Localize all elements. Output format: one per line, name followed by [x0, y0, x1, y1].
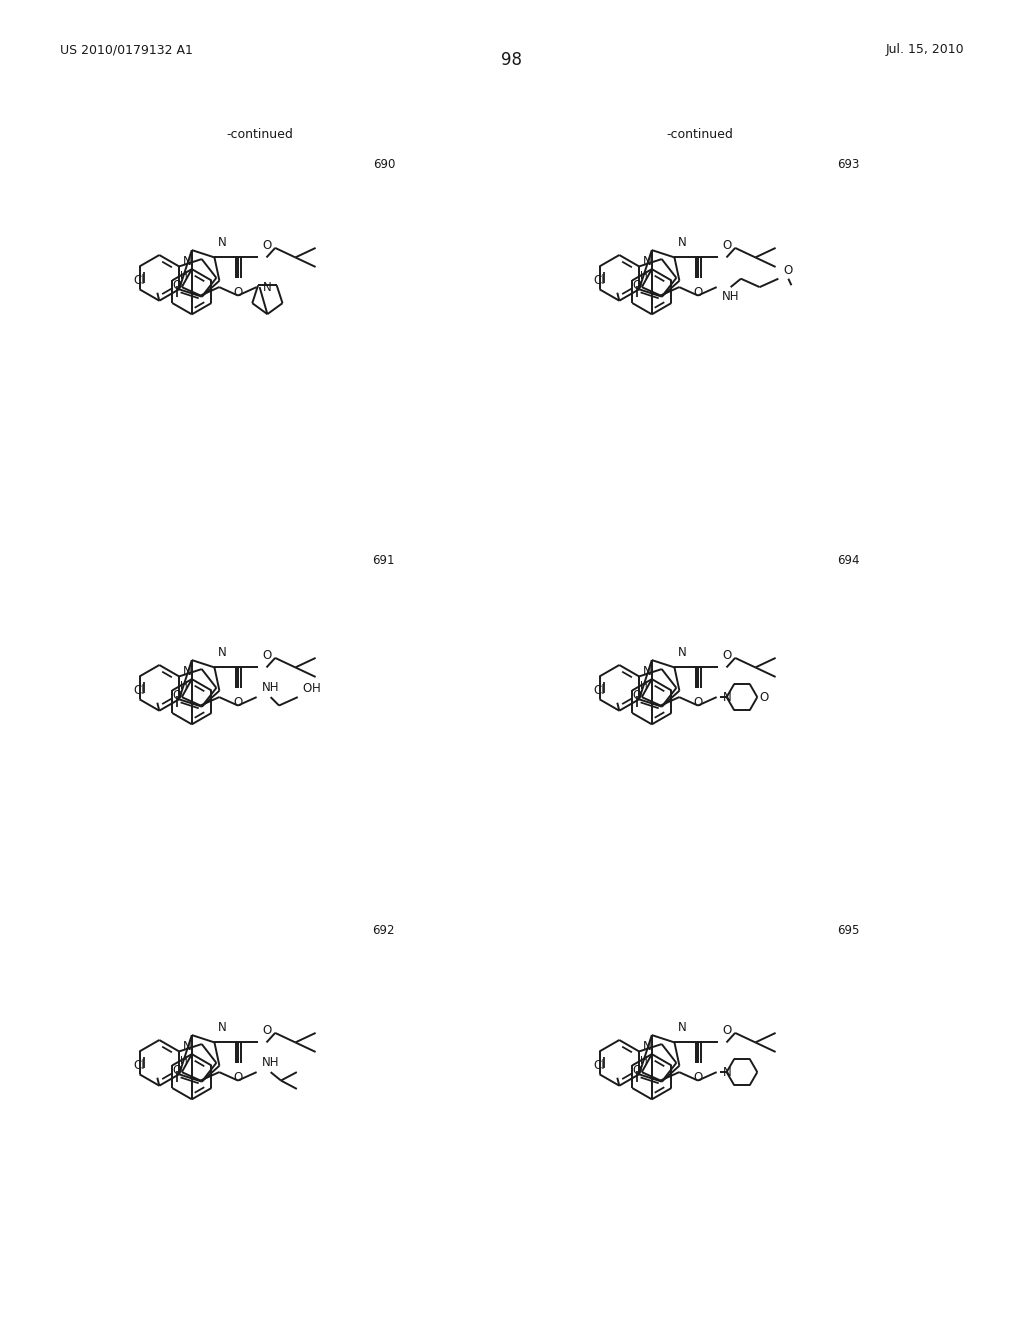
Text: H: H [640, 1056, 647, 1067]
Text: 691: 691 [373, 553, 395, 566]
Text: O: O [633, 1064, 642, 1077]
Text: O: O [693, 696, 702, 709]
Text: O: O [262, 1024, 271, 1038]
Text: O: O [693, 285, 702, 298]
Text: N: N [217, 647, 226, 660]
Text: O: O [783, 264, 793, 277]
Text: NH: NH [261, 681, 280, 694]
Text: N: N [723, 1065, 731, 1078]
Text: Cl: Cl [134, 273, 145, 286]
Text: Cl: Cl [594, 1059, 605, 1072]
Text: N: N [262, 281, 271, 293]
Text: N: N [723, 690, 731, 704]
Text: H: H [180, 681, 187, 692]
Text: N: N [217, 1022, 226, 1035]
Text: O: O [723, 239, 732, 252]
Text: N: N [678, 647, 686, 660]
Text: O: O [723, 1024, 732, 1038]
Text: H: H [180, 271, 187, 281]
Text: US 2010/0179132 A1: US 2010/0179132 A1 [60, 44, 193, 57]
Text: N: N [217, 236, 226, 249]
Text: O: O [233, 285, 243, 298]
Text: 692: 692 [373, 924, 395, 936]
Text: H: H [640, 271, 647, 281]
Text: 694: 694 [838, 553, 860, 566]
Text: O: O [233, 1071, 243, 1084]
Text: 693: 693 [838, 158, 860, 172]
Text: O: O [262, 239, 271, 252]
Text: Cl: Cl [594, 273, 605, 286]
Text: H: H [311, 682, 321, 696]
Text: NH: NH [261, 1056, 280, 1069]
Text: O: O [723, 649, 732, 663]
Text: 695: 695 [838, 924, 860, 936]
Text: Cl: Cl [134, 1059, 145, 1072]
Text: O: O [262, 649, 271, 663]
Text: NH: NH [722, 290, 739, 304]
Text: N: N [183, 664, 191, 677]
Text: N: N [183, 1040, 191, 1052]
Text: N: N [643, 1040, 651, 1052]
Text: O: O [759, 690, 769, 704]
Text: O: O [303, 682, 312, 696]
Text: N: N [183, 255, 191, 268]
Text: H: H [180, 1056, 187, 1067]
Text: O: O [693, 1071, 702, 1084]
Text: Jul. 15, 2010: Jul. 15, 2010 [886, 44, 964, 57]
Text: O: O [233, 696, 243, 709]
Text: 690: 690 [373, 158, 395, 172]
Text: -continued: -continued [226, 128, 294, 141]
Text: 98: 98 [502, 51, 522, 69]
Text: N: N [678, 1022, 686, 1035]
Text: Cl: Cl [134, 684, 145, 697]
Text: O: O [173, 689, 182, 702]
Text: O: O [633, 689, 642, 702]
Text: O: O [633, 279, 642, 292]
Text: N: N [678, 236, 686, 249]
Text: -continued: -continued [667, 128, 733, 141]
Text: O: O [173, 279, 182, 292]
Text: N: N [643, 255, 651, 268]
Text: Cl: Cl [594, 684, 605, 697]
Text: O: O [173, 1064, 182, 1077]
Text: N: N [643, 664, 651, 677]
Text: H: H [640, 681, 647, 692]
